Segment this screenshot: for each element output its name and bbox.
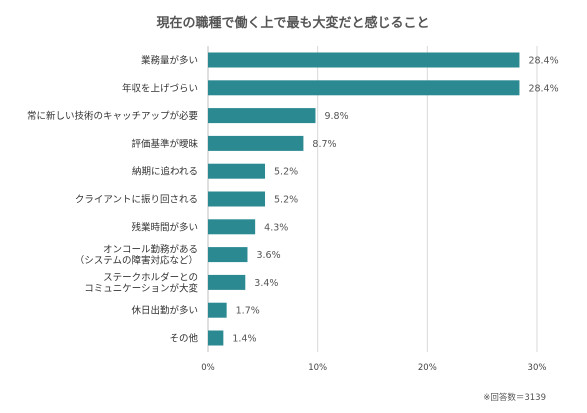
category-label: （システムの障害対応など） [75,255,198,267]
bar [208,135,304,151]
data-label: 4.3% [264,222,288,233]
category-label: コミュニケーションが大変 [84,282,198,294]
data-label: 3.4% [254,278,278,289]
bar [208,302,227,318]
category-label: クライアントに振り回される [75,194,198,206]
data-label: 3.6% [256,250,280,261]
data-label: 8.7% [312,139,336,150]
bar [208,219,256,235]
data-label: 1.4% [232,334,256,345]
category-labels: 業務量が多い年収を上げづらい常に新しい技術のキャッチアップが必要評価基準が曖昧納… [27,55,199,345]
category-label: 年収を上げづらい [122,82,198,94]
bar [208,108,316,124]
chart-title: 現在の職種で働く上で最も大変だと感じること [156,15,429,31]
data-label: 28.4% [528,56,558,67]
category-label: 納期に追われる [132,166,198,178]
bar [208,80,520,96]
x-tick-label: 0% [201,363,215,373]
data-label: 28.4% [528,83,558,94]
data-label: 9.8% [324,111,348,122]
x-axis-ticks: 0% 10% 20% 30% [201,363,546,373]
category-label: 常に新しい技術のキャッチアップが必要 [27,110,198,122]
category-label: ステークホルダーとの [103,271,198,283]
category-label: オンコール勤務がある [103,244,198,256]
respondent-count-note: ※回答数＝3139 [483,392,546,403]
category-label: 残業時間が多い [131,221,198,233]
bar [208,191,266,207]
data-label: 5.2% [274,167,298,178]
category-label: 業務量が多い [141,55,198,67]
bar [208,274,246,290]
x-tick-label: 10% [308,363,327,373]
bar [208,247,248,263]
category-label: 休日出勤が多い [131,305,198,317]
bar [208,330,224,346]
bar [208,52,520,68]
x-tick-label: 20% [418,363,437,373]
x-tick-label: 30% [528,363,547,373]
category-label: その他 [169,333,198,345]
bar [208,163,266,179]
category-label: 評価基準が曖昧 [131,138,198,150]
value-labels: 28.4% 28.4% 9.8% 8.7% 5.2% 5.2% 4.3% 3.6% 3.4% 1.… [232,56,558,345]
bars [208,52,520,346]
data-label: 5.2% [274,195,298,206]
data-label: 1.7% [236,306,260,317]
